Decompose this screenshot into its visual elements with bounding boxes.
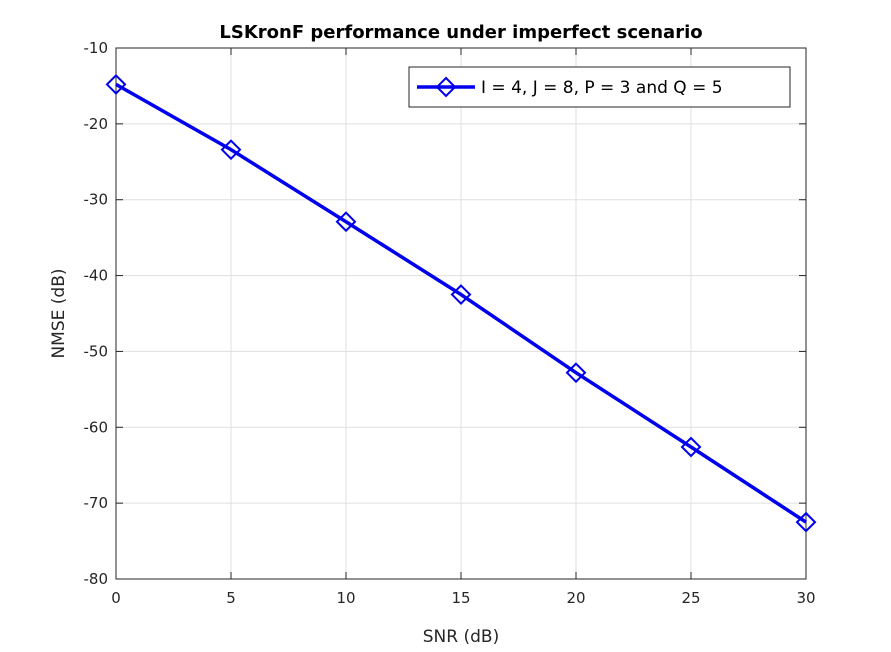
axis-ticks: 0 5 10 15 20 25 30 -80 -70 -60 -50 -40 -30 -20 -10	[84, 39, 816, 607]
x-tick-label: 10	[336, 589, 355, 607]
data-point-diamond	[450, 284, 472, 305]
series-line	[115, 82, 807, 524]
x-tick-label: 20	[566, 589, 585, 607]
y-axis-label: NMSE (dB)	[49, 268, 69, 358]
x-axis-label: SNR (dB)	[423, 627, 499, 647]
legend-diamond-marker	[435, 76, 457, 98]
y-tick-label: -30	[84, 191, 109, 209]
y-tick-label: -20	[84, 115, 109, 133]
data-point-diamond	[220, 139, 242, 161]
x-tick-label: 0	[111, 589, 121, 607]
y-tick-label: -70	[84, 494, 109, 512]
legend: I = 4, J = 8, P = 3 and Q = 5	[408, 66, 791, 108]
series-layer	[105, 73, 817, 533]
legend-box	[408, 66, 791, 108]
y-tick-label: -40	[84, 267, 109, 285]
data-point-diamond	[680, 436, 702, 458]
y-tick-label: -80	[84, 570, 109, 588]
x-tick-label: 15	[451, 589, 470, 607]
y-tick-label: -10	[84, 39, 109, 57]
x-tick-label: 5	[226, 589, 236, 607]
legend-entry-label: I = 4, J = 8, P = 3 and Q = 5	[481, 78, 723, 98]
data-point-diamond	[335, 211, 357, 233]
y-tick-label: -50	[84, 342, 109, 360]
data-point-diamond	[565, 362, 587, 384]
x-tick-label: 25	[681, 589, 700, 607]
chart-title: LSKronF performance under imperfect scen…	[219, 22, 702, 43]
x-tick-label: 30	[796, 589, 815, 607]
y-tick-label: -60	[84, 418, 109, 436]
data-point-diamond	[105, 73, 127, 95]
data-point-diamond	[795, 511, 817, 533]
